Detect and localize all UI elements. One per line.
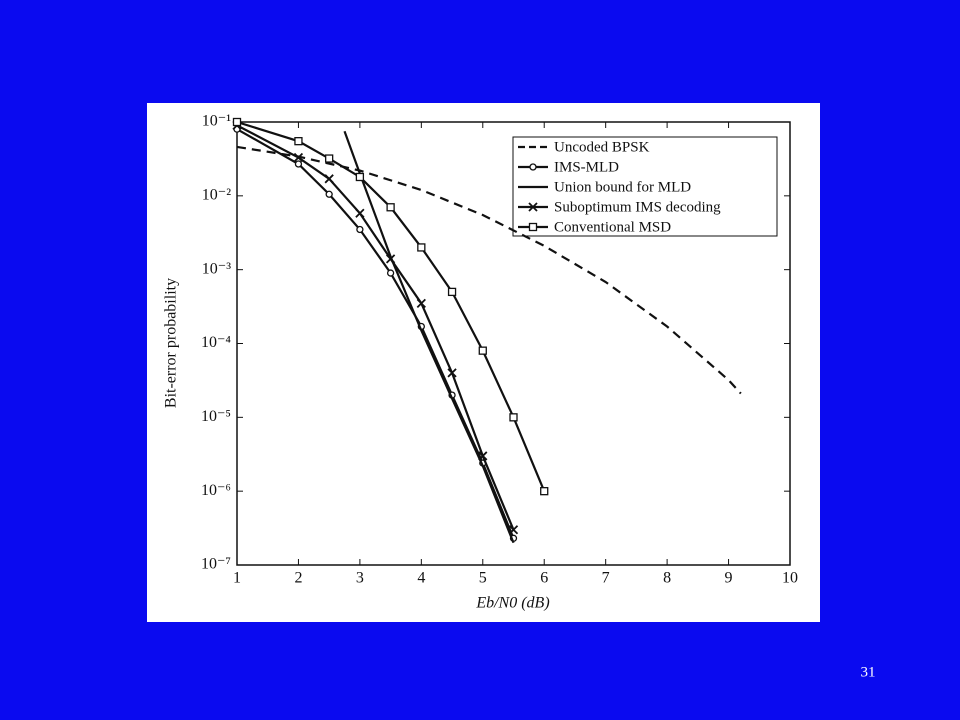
marker-circle — [294, 160, 303, 168]
marker-circle — [325, 190, 333, 198]
legend-label: Uncoded BPSK — [554, 139, 650, 155]
marker-square — [447, 287, 457, 297]
x-tick-label: 9 — [725, 570, 733, 587]
y-tick-label: 10⁻⁴ — [201, 334, 231, 351]
marker-x — [293, 152, 304, 163]
marker-square — [386, 203, 395, 212]
x-tick-label: 4 — [417, 570, 425, 587]
marker-square — [417, 243, 426, 252]
x-tick-label: 6 — [540, 570, 548, 587]
y-tick-label: 10⁻⁷ — [201, 556, 231, 573]
marker-square — [355, 172, 365, 182]
y-tick-label: 10⁻⁵ — [201, 408, 231, 425]
legend-box — [512, 136, 778, 237]
marker-square — [509, 413, 518, 422]
legend-label: Conventional MSD — [554, 219, 671, 235]
x-tick-label: 1 — [233, 570, 241, 587]
marker-square — [528, 222, 538, 232]
marker-square — [232, 117, 242, 127]
series-line — [236, 145, 742, 395]
marker-x — [478, 451, 488, 461]
y-tick-label: 10⁻² — [202, 187, 231, 204]
chart-panel — [147, 103, 820, 622]
x-tick-label: 7 — [602, 570, 610, 587]
marker-x — [447, 368, 457, 378]
legend-label: Union bound for MLD — [554, 179, 691, 195]
marker-x — [528, 202, 538, 212]
x-axis-label: Eb/N0 (dB) — [475, 595, 549, 612]
x-tick-label: 2 — [294, 570, 302, 587]
x-tick-label: 8 — [663, 570, 671, 587]
marker-circle — [529, 163, 537, 171]
marker-square — [294, 137, 303, 146]
series-line — [236, 120, 546, 492]
marker-square — [478, 346, 487, 355]
marker-x — [355, 208, 365, 218]
marker-square — [540, 487, 549, 496]
legend-label: IMS-MLD — [554, 159, 619, 175]
y-tick-label: 10⁻³ — [202, 260, 231, 277]
slide-number: 31 — [861, 664, 876, 680]
marker-square — [325, 154, 334, 163]
x-tick-label: 10 — [782, 570, 798, 587]
y-tick-label: 10⁻¹ — [202, 113, 231, 130]
legend-label: Suboptimum IMS decoding — [554, 199, 721, 215]
y-tick-label: 10⁻⁶ — [201, 482, 231, 499]
marker-x — [508, 525, 519, 535]
marker-circle — [356, 225, 364, 234]
marker-circle — [386, 269, 395, 277]
marker-x — [416, 298, 426, 308]
x-tick-label: 5 — [479, 570, 487, 587]
marker-x — [324, 174, 334, 184]
x-tick-label: 3 — [356, 570, 364, 587]
marker-x — [385, 254, 396, 264]
y-axis-label: Bit-error probability — [163, 278, 180, 408]
